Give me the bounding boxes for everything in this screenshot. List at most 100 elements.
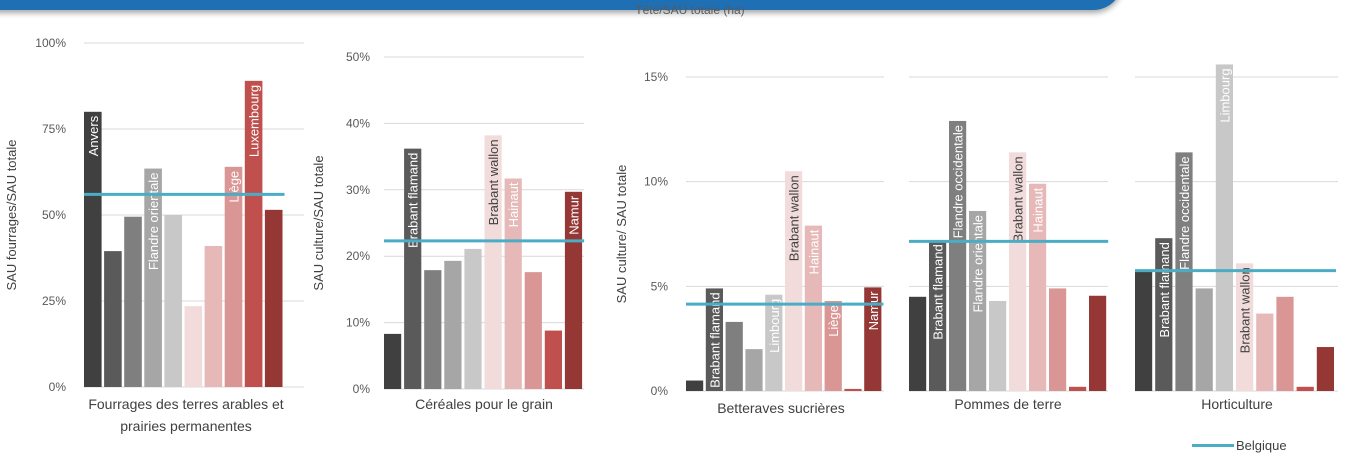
bar	[404, 148, 422, 389]
bar	[84, 111, 102, 388]
bar	[745, 349, 763, 391]
x-axis-label: Fourrages des terres arables et	[88, 396, 283, 412]
bar	[124, 216, 142, 387]
x-axis-label: Horticulture	[1201, 396, 1273, 412]
bar-label: Hainaut	[506, 182, 521, 227]
chart-betteraves: 0% 5% 10% 15% SAU culture/ SAU totale Brabant…	[614, 70, 884, 416]
bar-label: Brabant wallon	[486, 139, 501, 225]
bar	[1215, 64, 1233, 391]
bar	[224, 166, 243, 387]
legend-label-belgique: Belgique	[1236, 438, 1287, 453]
bar	[1236, 263, 1254, 391]
y-tick-label: 0%	[49, 380, 67, 394]
y-axis-label: SAU culture/ SAU totale	[614, 165, 629, 304]
chart-fourrages: 0% 25% 50% 75% 100% SAU fourrages/SAU totale A…	[4, 36, 304, 434]
legend-swatch-belgique	[1192, 444, 1234, 447]
bar-label: Flandre occidentale	[1177, 156, 1192, 269]
bar-label: Brabant wallon	[1011, 156, 1026, 242]
legend: Belgique	[1192, 438, 1287, 453]
y-tick-label: 5%	[651, 279, 669, 293]
bar	[969, 210, 987, 391]
bar	[765, 294, 783, 391]
bar-label: Namur	[567, 195, 582, 235]
y-tick-label: 100%	[35, 36, 66, 50]
y-tick-label: 10%	[644, 175, 668, 189]
y-tick-label: 0%	[353, 382, 371, 396]
bar	[864, 287, 882, 391]
bar	[244, 80, 263, 387]
x-axis-label: prairies permanentes	[120, 418, 252, 434]
bar	[686, 380, 704, 391]
bar	[384, 333, 402, 389]
bar	[909, 296, 927, 391]
bar	[104, 251, 122, 387]
bar	[1155, 238, 1173, 391]
bar	[785, 171, 803, 391]
bar	[424, 270, 442, 389]
bar	[725, 321, 743, 391]
bar	[144, 168, 162, 387]
header-caption: Tête/SAU totale (ha)	[635, 3, 745, 17]
bar	[1135, 271, 1153, 391]
bar	[1089, 295, 1107, 391]
bar	[705, 288, 723, 391]
y-axis-label: SAU culture/SAU totale	[311, 155, 326, 290]
bar	[184, 306, 203, 387]
bar	[1069, 386, 1087, 391]
bar	[1316, 347, 1334, 391]
bar	[1049, 288, 1067, 391]
y-tick-label: 0%	[651, 384, 669, 398]
bar	[524, 272, 542, 389]
bar-label: Namur	[866, 291, 881, 331]
bar	[949, 120, 967, 392]
chart-cereales: 0% 10% 20% 30% 40% 50% SAU culture/SAU totale B…	[311, 50, 585, 412]
bar-label: Limbourg	[767, 299, 782, 353]
bar-label: Brabant wallon	[1238, 267, 1253, 353]
y-tick-label: 10%	[346, 316, 370, 330]
bar	[824, 300, 842, 391]
bar	[544, 330, 562, 389]
bar	[929, 240, 947, 391]
bar-label: Brabant flamand	[406, 153, 421, 248]
bar-label: Hainaut	[806, 229, 821, 274]
bar	[804, 225, 822, 391]
bar	[1256, 313, 1274, 391]
bar	[164, 215, 182, 387]
bar	[484, 135, 502, 389]
bar	[444, 260, 462, 389]
x-axis-label: Pommes de terre	[954, 396, 1062, 412]
bar-label: Liège	[826, 305, 841, 337]
x-axis-label: Betteraves sucrières	[717, 400, 845, 416]
bar-label: Brabant flamand	[1157, 242, 1172, 337]
bar	[844, 388, 862, 391]
bar	[1276, 296, 1294, 391]
y-axis-label: SAU fourrages/SAU totale	[4, 139, 19, 290]
bar	[1296, 386, 1314, 391]
bar	[504, 178, 522, 389]
y-tick-label: 50%	[346, 50, 370, 64]
bar	[1009, 152, 1027, 391]
chart-horticulture: Brabant flamand Flandre occidentale Limbou…	[1135, 64, 1338, 412]
chart-pommes-de-terre: Brabant flamand Flandre occidentale Flandr…	[909, 76, 1109, 412]
bar-label: Flandre occidentale	[951, 125, 966, 238]
bar	[204, 245, 223, 387]
bar-label: Flandre orientale	[971, 215, 986, 313]
bar	[989, 300, 1007, 391]
y-tick-label: 40%	[346, 116, 370, 130]
y-tick-label: 75%	[42, 122, 66, 136]
bar	[464, 248, 482, 389]
bar-label: Liège	[227, 171, 242, 203]
header-banner	[0, 0, 1123, 10]
bar	[1195, 288, 1213, 391]
bar-label: Flandre orientale	[146, 173, 161, 271]
y-tick-label: 20%	[346, 249, 370, 263]
y-tick-label: 50%	[42, 208, 66, 222]
y-tick-label: 15%	[644, 70, 668, 84]
bar-label: Luxembourg	[247, 85, 262, 157]
bar-label: Hainaut	[1031, 187, 1046, 232]
bar-label: Limbourg	[1217, 68, 1232, 122]
x-axis-label: Céréales pour le grain	[415, 396, 553, 412]
y-tick-label: 30%	[346, 183, 370, 197]
bar	[1029, 183, 1047, 391]
